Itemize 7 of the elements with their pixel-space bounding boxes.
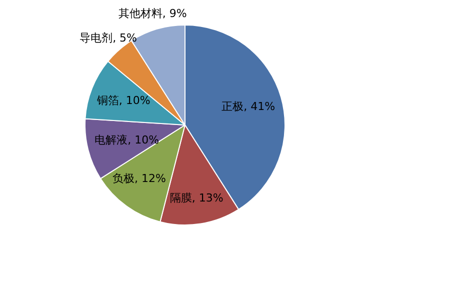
slice-label: 其他材料, 9%: [118, 7, 187, 20]
slice-label: 负极, 12%: [112, 172, 166, 185]
slice-label: 铜箔, 10%: [96, 94, 150, 108]
slice-label: 导电剂, 5%: [80, 31, 138, 44]
slice-label: 隔膜, 13%: [170, 192, 224, 205]
slice-label: 电解液, 10%: [94, 133, 160, 146]
slice-label: 正极, 41%: [222, 100, 276, 114]
